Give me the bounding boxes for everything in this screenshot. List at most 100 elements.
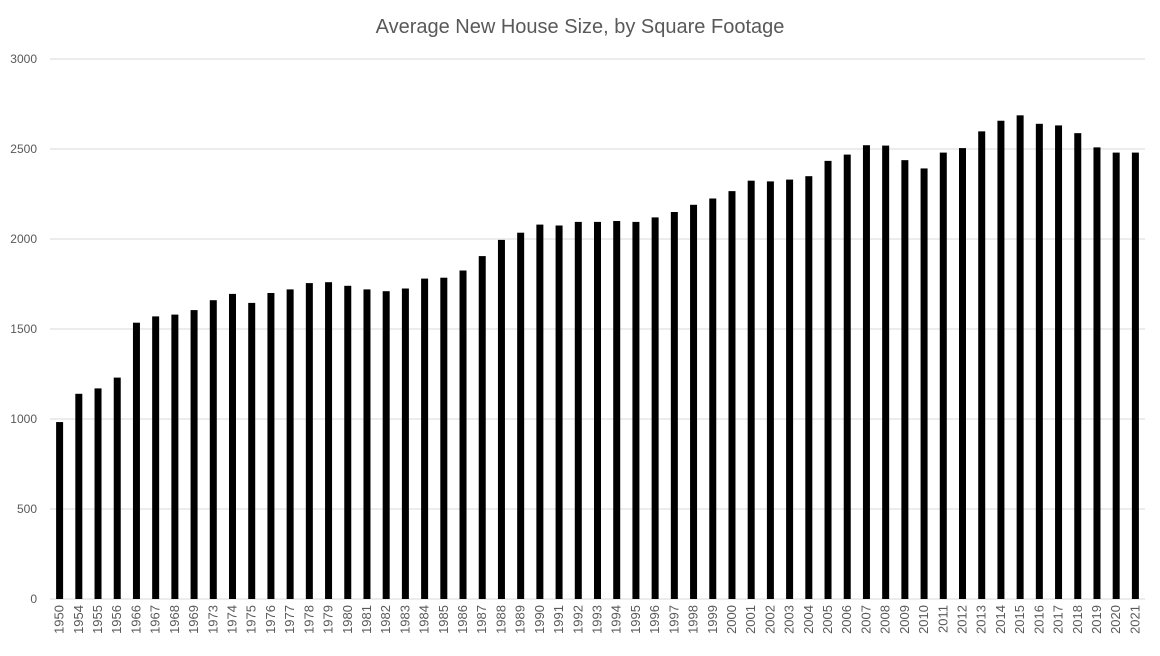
bar <box>305 283 313 599</box>
bar <box>1093 147 1101 599</box>
x-tick-label: 1978 <box>301 605 316 634</box>
bar <box>190 310 198 599</box>
bar <box>132 322 140 599</box>
bar <box>171 314 179 599</box>
x-tick-label: 1950 <box>52 605 67 634</box>
bar <box>862 145 870 599</box>
x-tick-label: 1954 <box>71 605 86 634</box>
bar <box>440 277 448 599</box>
x-tick-label: 1987 <box>474 605 489 634</box>
x-tick-label: 1976 <box>263 605 278 634</box>
bar <box>94 388 102 599</box>
bar <box>824 160 832 599</box>
bar <box>843 154 851 599</box>
x-tick-label: 2011 <box>935 605 950 633</box>
bar <box>805 176 813 599</box>
y-tick-label: 3000 <box>10 52 37 66</box>
bar <box>1055 125 1063 600</box>
x-tick-label: 2005 <box>820 605 835 634</box>
y-tick-label: 2000 <box>10 232 37 246</box>
bar <box>709 198 717 599</box>
x-tick-label: 1956 <box>109 605 124 634</box>
x-tick-label: 1996 <box>647 605 662 634</box>
x-tick-label: 1990 <box>532 605 547 634</box>
bar <box>344 285 352 599</box>
y-tick-label: 1000 <box>10 412 37 426</box>
x-tick-label: 2001 <box>743 605 758 634</box>
bar <box>517 232 525 599</box>
x-tick-label: 1994 <box>609 605 624 634</box>
bar <box>959 148 966 599</box>
bar <box>459 270 467 599</box>
x-tick-label: 2016 <box>1031 605 1046 634</box>
bar <box>574 221 582 599</box>
x-tick-label: 1973 <box>205 605 220 634</box>
bar <box>497 239 505 599</box>
x-tick-label: 2019 <box>1089 605 1104 634</box>
x-tick-label: 2002 <box>762 605 777 634</box>
x-tick-label: 1955 <box>90 605 105 634</box>
y-tick-label: 2500 <box>10 142 37 156</box>
chart-title: Average New House Size, by Square Footag… <box>376 16 785 38</box>
x-tick-label: 1988 <box>493 605 508 634</box>
x-tick-label: 1993 <box>590 605 605 634</box>
x-tick-label: 2021 <box>1127 605 1142 634</box>
x-tick-label: 2008 <box>878 605 893 634</box>
bar <box>229 293 236 599</box>
bar <box>1112 152 1120 599</box>
x-tick-label: 2017 <box>1051 605 1066 634</box>
y-tick-label: 1500 <box>10 322 37 336</box>
x-tick-label: 1989 <box>513 605 528 634</box>
x-tick-label: 2004 <box>801 605 816 634</box>
bar <box>56 422 64 599</box>
bar <box>920 168 928 599</box>
bar <box>766 181 774 599</box>
bar <box>1035 123 1043 600</box>
x-tick-label: 2009 <box>897 605 912 634</box>
bar <box>1016 115 1024 599</box>
x-tick-label: 1980 <box>340 605 355 634</box>
x-tick-label: 1998 <box>686 605 701 634</box>
x-tick-label: 1997 <box>666 605 681 634</box>
bar <box>901 160 909 599</box>
x-tick-label: 1984 <box>417 605 432 634</box>
x-tick-label: 1969 <box>186 605 201 634</box>
bar <box>632 221 640 599</box>
bar <box>401 288 409 599</box>
bar <box>882 145 890 599</box>
bar <box>997 120 1005 600</box>
x-tick-label: 1982 <box>378 605 393 634</box>
bar <box>728 191 736 599</box>
bar <box>209 300 217 599</box>
x-tick-label: 2000 <box>724 605 739 634</box>
x-tick-label: 2003 <box>782 605 797 634</box>
x-tick-label: 2012 <box>955 605 970 634</box>
bar <box>248 302 256 599</box>
x-tick-label: 1981 <box>359 605 374 634</box>
bar <box>478 256 486 599</box>
x-tick-label: 2007 <box>858 605 873 634</box>
y-tick-label: 0 <box>30 592 37 606</box>
bar <box>286 289 294 599</box>
bar <box>978 131 986 600</box>
bar <box>113 377 121 599</box>
x-tick-label: 1991 <box>551 605 566 634</box>
x-tick-label: 2020 <box>1108 605 1123 634</box>
bar <box>786 179 794 599</box>
bar <box>1074 133 1082 599</box>
x-tick-label: 2018 <box>1070 605 1085 634</box>
bar <box>690 204 698 600</box>
x-tick-label: 1967 <box>148 605 163 634</box>
bar <box>152 316 160 599</box>
bar <box>325 282 333 599</box>
bar <box>75 393 83 599</box>
bar <box>382 291 390 599</box>
bar <box>747 180 755 599</box>
x-tick-label: 1975 <box>244 605 259 634</box>
bar <box>536 224 544 599</box>
bar <box>939 152 947 599</box>
x-tick-label: 1974 <box>225 605 240 634</box>
x-tick-label: 2014 <box>993 605 1008 634</box>
bar <box>594 221 601 599</box>
